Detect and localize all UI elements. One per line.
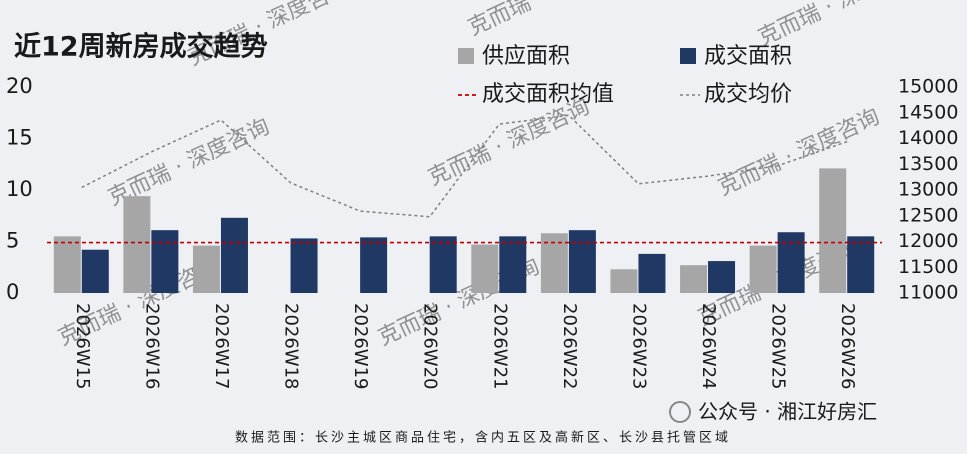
wechat-icon <box>669 401 691 423</box>
y2-tick-label: 13500 <box>898 153 958 175</box>
bar <box>749 245 777 293</box>
bar <box>680 265 708 293</box>
y-tick-label: 0 <box>6 280 19 304</box>
legend-swatch <box>680 48 696 64</box>
bar <box>81 249 109 293</box>
y2-tick-label: 14000 <box>898 127 958 149</box>
bar <box>53 236 81 293</box>
y-tick-label: 5 <box>6 229 19 253</box>
source: 公众号 · 湘江好房汇 <box>698 400 877 424</box>
legend-label: 供应面积 <box>482 44 570 69</box>
bar <box>123 196 151 293</box>
bar <box>360 237 388 293</box>
y2-tick-label: 13000 <box>898 179 958 201</box>
x-tick-label: 2026W15 <box>72 303 93 390</box>
y2-tick-label: 14500 <box>898 101 958 123</box>
legend-swatch <box>458 48 474 64</box>
x-tick-label: 2026W18 <box>281 303 302 390</box>
bar <box>819 168 847 293</box>
bar <box>638 253 666 293</box>
watermark: 克而瑞 · 深度咨询 <box>425 94 594 191</box>
legend-label: 成交均价 <box>704 82 792 107</box>
y2-tick-label: 12500 <box>898 204 958 226</box>
x-tick-label: 2026W26 <box>837 303 858 390</box>
bar <box>499 236 527 293</box>
bar <box>777 232 805 293</box>
y2-tick-label: 11000 <box>898 282 958 304</box>
x-tick-label: 2026W21 <box>489 303 510 390</box>
bar <box>192 245 220 293</box>
x-tick-label: 2026W19 <box>350 303 371 390</box>
legend-label: 成交面积 <box>704 44 792 69</box>
bar <box>708 261 736 293</box>
bar <box>568 230 596 293</box>
x-tick-label: 2026W16 <box>141 303 162 390</box>
watermark: 克而瑞 · 深度咨询 <box>715 104 884 201</box>
line <box>81 114 848 218</box>
watermark: 克而瑞 · 深度咨询 <box>465 0 634 41</box>
bar <box>847 236 875 293</box>
x-tick-label: 2026W24 <box>698 303 719 390</box>
y-tick-label: 15 <box>6 126 33 150</box>
bar <box>429 236 457 293</box>
x-tick-label: 2026W20 <box>420 303 441 390</box>
bar <box>471 244 499 293</box>
x-tick-label: 2026W22 <box>559 303 580 390</box>
footnote: 数据范围：长沙主城区商品住宅，含内五区及高新区、长沙县托管区域 <box>235 430 731 446</box>
y2-tick-label: 15000 <box>898 76 958 98</box>
x-tick-label: 2026W25 <box>768 303 789 390</box>
x-tick-label: 2026W17 <box>211 303 232 390</box>
y2-tick-label: 12000 <box>898 230 958 252</box>
legend-label: 成交面积均值 <box>482 82 614 107</box>
y2-tick-label: 11500 <box>898 256 958 278</box>
chart-title: 近12周新房成交趋势 <box>14 31 268 63</box>
bar <box>220 217 248 293</box>
y-tick-label: 10 <box>6 177 33 201</box>
bar <box>610 269 638 293</box>
y-tick-label: 20 <box>6 74 33 98</box>
x-tick-label: 2026W23 <box>628 303 649 390</box>
bar <box>151 230 179 293</box>
bar <box>290 238 318 293</box>
